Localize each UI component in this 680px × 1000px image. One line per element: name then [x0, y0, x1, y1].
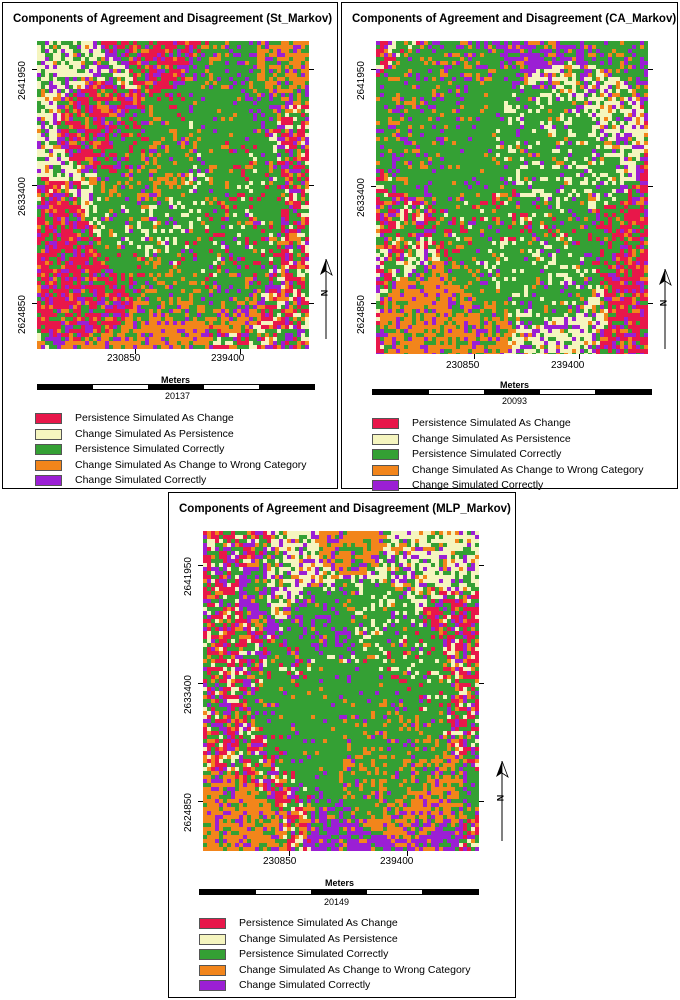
y-tick-mark: [32, 303, 37, 304]
north-arrow-icon: [320, 259, 333, 339]
x-tick-label: 239400: [211, 353, 245, 364]
legend-label: Persistence Simulated Correctly: [75, 443, 225, 455]
x-tick-label: 230850: [107, 353, 141, 364]
legend-swatch: [372, 433, 399, 445]
north-arrow-icon: [659, 269, 672, 349]
scale-unit-label: Meters: [325, 878, 355, 888]
scale-unit-label: Meters: [500, 380, 530, 390]
map-title: Components of Agreement and Disagreement…: [179, 503, 511, 515]
scale-value: 20149: [324, 897, 350, 907]
scale-bar: [37, 384, 315, 390]
x-tick-mark: [240, 349, 241, 354]
y-tick-mark-right: [648, 69, 653, 70]
y-tick-label: 2633400: [17, 177, 28, 216]
north-label: N: [658, 299, 669, 307]
y-tick-mark: [198, 565, 203, 566]
legend-swatch: [199, 949, 226, 960]
legend-label: Persistence Simulated As Change: [75, 412, 234, 424]
north-arrow-icon: [496, 761, 509, 841]
legend-swatch: [199, 980, 226, 991]
map-raster: [203, 531, 479, 851]
x-tick-label: 239400: [380, 856, 414, 867]
legend-label: Change Simulated As Change to Wrong Cate…: [75, 458, 307, 471]
y-tick-mark: [371, 186, 376, 187]
legend-label: Persistence Simulated As Change: [412, 417, 571, 429]
north-label: N: [319, 289, 330, 297]
y-tick-label: 2641950: [17, 61, 28, 100]
y-tick-mark-right: [479, 801, 484, 802]
legend-label: Change Simulated Correctly: [75, 474, 207, 486]
y-tick-label: 2641950: [183, 557, 194, 596]
legend-swatch: [372, 480, 399, 491]
legend-swatch: [199, 964, 226, 976]
x-tick-label: 230850: [263, 856, 297, 867]
y-tick-label: 2633400: [183, 675, 194, 714]
legend-label: Persistence Simulated Correctly: [412, 448, 562, 460]
scale-value: 20093: [502, 396, 528, 406]
legend-label: Change Simulated As Persistence: [239, 932, 398, 945]
legend-swatch: [372, 418, 399, 429]
map-title: Components of Agreement and Disagreement…: [13, 13, 333, 25]
legend-swatch: [372, 449, 399, 460]
x-tick-mark: [289, 851, 290, 856]
map-panel-ca-markov: Components of Agreement and Disagreement…: [341, 2, 678, 491]
map-raster: [37, 41, 309, 349]
x-tick-mark: [474, 354, 475, 359]
legend-swatch: [199, 933, 226, 945]
legend-label: Change Simulated As Change to Wrong Cate…: [239, 963, 471, 976]
y-tick-mark: [371, 303, 376, 304]
legend-swatch: [35, 475, 62, 486]
y-tick-mark: [371, 69, 376, 70]
legend-label: Change Simulated As Persistence: [75, 427, 234, 440]
y-tick-mark: [198, 801, 203, 802]
y-tick-mark-right: [309, 303, 314, 304]
map-title: Components of Agreement and Disagreement…: [352, 13, 677, 25]
y-tick-mark: [198, 683, 203, 684]
scale-unit-label: Meters: [161, 375, 191, 385]
y-tick-label: 2641950: [356, 61, 367, 100]
legend-swatch: [35, 428, 62, 440]
y-tick-mark: [32, 185, 37, 186]
legend-swatch: [199, 918, 226, 929]
x-tick-mark: [135, 349, 136, 354]
x-tick-mark: [407, 851, 408, 856]
y-tick-mark-right: [479, 565, 484, 566]
y-tick-label: 2624850: [356, 295, 367, 334]
map-raster: [376, 41, 648, 354]
classification-map: [203, 531, 479, 851]
y-tick-label: 2624850: [183, 793, 194, 832]
legend-swatch: [35, 413, 62, 424]
legend-label: Change Simulated As Change to Wrong Cate…: [412, 463, 644, 476]
y-tick-label: 2624850: [17, 295, 28, 334]
legend-label: Change Simulated Correctly: [239, 979, 371, 991]
y-tick-mark-right: [309, 69, 314, 70]
y-tick-mark-right: [648, 303, 653, 304]
legend-swatch: [35, 459, 62, 471]
y-tick-mark-right: [479, 683, 484, 684]
x-tick-mark: [579, 354, 580, 359]
legend-label: Change Simulated As Persistence: [412, 432, 571, 445]
x-tick-label: 230850: [446, 360, 480, 371]
x-tick-label: 239400: [551, 360, 585, 371]
legend-label: Change Simulated Correctly: [412, 479, 544, 491]
scale-bar: [199, 889, 479, 895]
legend-label: Persistence Simulated As Change: [239, 917, 398, 929]
map-panel-st-markov: Components of Agreement and Disagreement…: [2, 2, 338, 489]
legend-swatch: [372, 464, 399, 476]
y-tick-mark: [32, 69, 37, 70]
classification-map: [37, 41, 309, 349]
y-tick-mark-right: [309, 185, 314, 186]
y-tick-label: 2633400: [356, 178, 367, 217]
north-label: N: [495, 794, 506, 802]
legend-swatch: [35, 444, 62, 455]
y-tick-mark-right: [648, 186, 653, 187]
map-panel-mlp-markov: Components of Agreement and Disagreement…: [168, 492, 516, 998]
legend-label: Persistence Simulated Correctly: [239, 948, 389, 960]
scale-bar: [372, 389, 652, 395]
classification-map: [376, 41, 648, 354]
scale-value: 20137: [165, 391, 191, 401]
